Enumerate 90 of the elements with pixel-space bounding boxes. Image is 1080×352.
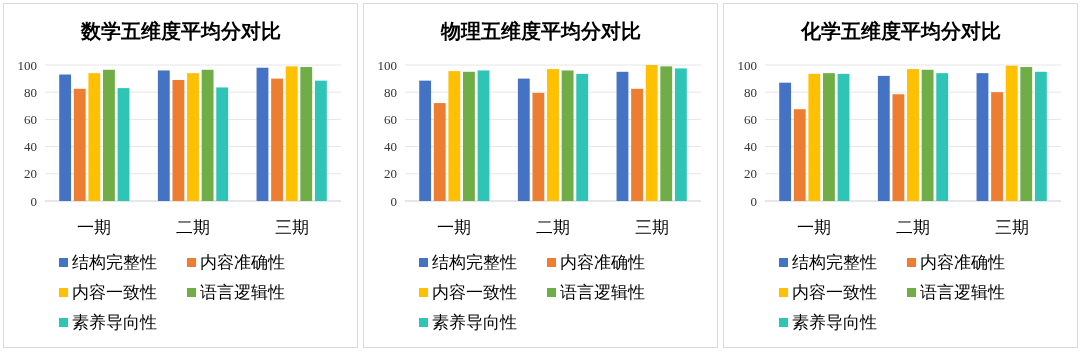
x-tick-label: 三期 xyxy=(994,218,1029,237)
bar xyxy=(256,67,269,201)
bar xyxy=(631,88,643,201)
bar xyxy=(616,71,629,201)
legend-label: 素养导向性 xyxy=(72,313,157,332)
bar xyxy=(1020,67,1033,201)
bar xyxy=(103,69,115,201)
bar xyxy=(285,66,298,201)
bar xyxy=(877,75,890,201)
y-tick-label: 80 xyxy=(24,84,37,100)
y-tick-label: 100 xyxy=(737,57,757,73)
bar xyxy=(808,73,821,201)
y-tick-label: 40 xyxy=(24,139,37,155)
bar xyxy=(823,73,835,201)
bar xyxy=(117,88,130,201)
x-tick-label: 一期 xyxy=(77,218,112,237)
legend-label: 素养导向性 xyxy=(432,313,517,332)
legend-label: 语言逻辑性 xyxy=(200,283,285,302)
legend-label: 内容一致性 xyxy=(432,283,517,302)
legend-label: 内容一致性 xyxy=(72,283,157,302)
y-tick-label: 80 xyxy=(744,84,757,100)
y-tick-label: 0 xyxy=(30,193,37,209)
bar xyxy=(433,103,446,201)
bar xyxy=(463,71,475,201)
bar xyxy=(1034,71,1047,201)
bar xyxy=(547,69,559,201)
bar xyxy=(936,73,949,201)
legend-label: 内容准确性 xyxy=(560,253,645,272)
bar xyxy=(779,82,792,201)
bar xyxy=(921,69,934,201)
y-tick-label: 40 xyxy=(384,139,397,155)
legend-label: 内容准确性 xyxy=(200,253,285,272)
legend-label: 内容准确性 xyxy=(920,253,1005,272)
legend-label: 内容一致性 xyxy=(792,283,877,302)
bar xyxy=(561,70,574,201)
bar xyxy=(837,73,850,201)
bar xyxy=(448,71,461,201)
legend-label: 语言逻辑性 xyxy=(560,283,645,302)
y-tick-label: 60 xyxy=(384,111,397,127)
y-tick-label: 100 xyxy=(377,57,397,73)
bar xyxy=(660,66,673,201)
bar xyxy=(674,68,687,201)
bar xyxy=(216,87,229,201)
bar xyxy=(172,79,185,201)
bar xyxy=(314,80,327,201)
bar xyxy=(576,73,589,201)
x-tick-label: 一期 xyxy=(437,218,472,237)
y-tick-label: 80 xyxy=(384,84,397,100)
bar xyxy=(645,65,658,201)
y-tick-label: 100 xyxy=(17,57,37,73)
bar xyxy=(892,94,905,201)
bar xyxy=(517,78,530,201)
bar xyxy=(1005,65,1018,201)
bar xyxy=(991,92,1003,201)
bar xyxy=(532,92,545,201)
x-tick-label: 一期 xyxy=(797,218,832,237)
y-tick-label: 20 xyxy=(24,166,37,182)
x-tick-label: 三期 xyxy=(274,218,309,237)
legend-label: 结构完整性 xyxy=(792,253,877,272)
bar xyxy=(477,70,490,201)
y-tick-label: 60 xyxy=(744,111,757,127)
y-tick-label: 0 xyxy=(750,193,757,209)
chart-title: 化学五维度平均分对比 xyxy=(799,20,1001,42)
chart-title: 数学五维度平均分对比 xyxy=(79,20,281,42)
bar xyxy=(793,109,806,201)
bar xyxy=(976,73,989,201)
legend-label: 结构完整性 xyxy=(72,253,157,272)
legend-label: 素养导向性 xyxy=(792,313,877,332)
legend-label: 语言逻辑性 xyxy=(920,283,1005,302)
y-tick-label: 20 xyxy=(384,166,397,182)
bar xyxy=(157,70,170,201)
bar xyxy=(73,88,86,201)
x-tick-label: 二期 xyxy=(176,218,210,237)
bar xyxy=(201,69,214,201)
y-tick-label: 60 xyxy=(24,111,37,127)
y-tick-label: 20 xyxy=(744,166,757,182)
x-tick-label: 二期 xyxy=(896,218,930,237)
y-tick-label: 0 xyxy=(390,193,397,209)
bar xyxy=(187,73,199,201)
x-tick-label: 二期 xyxy=(536,218,570,237)
bar xyxy=(88,73,101,201)
x-tick-label: 三期 xyxy=(634,218,669,237)
bar xyxy=(419,80,432,201)
legend-label: 结构完整性 xyxy=(432,253,517,272)
bar xyxy=(59,74,72,201)
bar xyxy=(271,78,283,201)
bar xyxy=(907,69,919,201)
chart-title: 物理五维度平均分对比 xyxy=(439,20,641,42)
y-tick-label: 40 xyxy=(744,139,757,155)
bar xyxy=(300,67,313,201)
